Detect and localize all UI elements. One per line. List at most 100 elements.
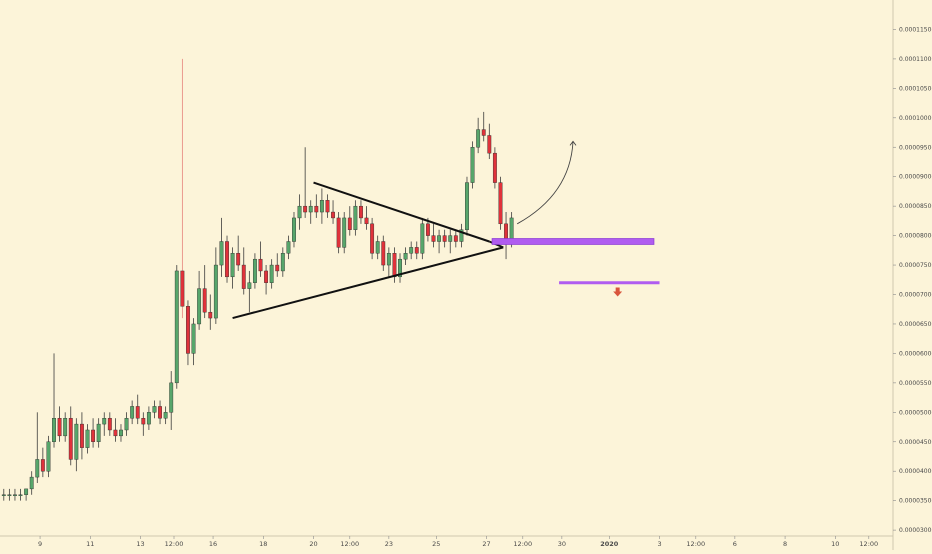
candle-body[interactable] bbox=[280, 253, 285, 272]
candle-body[interactable] bbox=[46, 441, 51, 472]
candle-body[interactable] bbox=[386, 253, 391, 266]
candle-body[interactable] bbox=[359, 205, 363, 219]
candle-body[interactable] bbox=[63, 417, 68, 437]
candle-body[interactable] bbox=[102, 417, 107, 425]
candle-body[interactable] bbox=[342, 217, 347, 248]
candle-body[interactable] bbox=[91, 429, 96, 442]
candle-body[interactable] bbox=[297, 205, 302, 219]
candle-body[interactable] bbox=[79, 423, 84, 448]
candle-body[interactable] bbox=[141, 417, 146, 425]
candle-body[interactable] bbox=[303, 205, 308, 213]
candle-body[interactable] bbox=[241, 264, 246, 289]
candle-body[interactable] bbox=[208, 311, 213, 319]
candle-body[interactable] bbox=[29, 476, 34, 490]
candle-body[interactable] bbox=[325, 200, 330, 213]
triangle-upper-trendline[interactable] bbox=[313, 181, 490, 243]
candle-body[interactable] bbox=[202, 288, 207, 313]
plot-area[interactable] bbox=[1, 58, 514, 501]
candle-body[interactable] bbox=[158, 406, 162, 419]
drawings-layer[interactable] bbox=[232, 140, 660, 320]
candle-body[interactable] bbox=[40, 459, 45, 472]
time-axis[interactable]: 9 11 13 12:00 16 18 20 12:00 23 25 27 12:00 30 2020 3 1… bbox=[0, 535, 893, 548]
candle-body[interactable] bbox=[35, 459, 40, 478]
candle-body[interactable] bbox=[219, 241, 224, 266]
candle-body[interactable] bbox=[146, 412, 151, 425]
candle-body[interactable] bbox=[163, 412, 168, 419]
candle-body[interactable] bbox=[364, 217, 369, 225]
candle-body[interactable] bbox=[191, 323, 196, 354]
candle-body[interactable] bbox=[230, 253, 235, 278]
candle-body[interactable] bbox=[431, 235, 436, 242]
candle-body[interactable] bbox=[470, 147, 475, 183]
candle-body[interactable] bbox=[420, 223, 425, 254]
candle-body[interactable] bbox=[18, 494, 23, 496]
candle-body[interactable] bbox=[96, 423, 101, 442]
candle-body[interactable] bbox=[57, 417, 62, 437]
candle-body[interactable] bbox=[347, 217, 352, 230]
candle-body[interactable] bbox=[152, 406, 157, 413]
candle-body[interactable] bbox=[442, 235, 447, 242]
candle-body[interactable] bbox=[487, 135, 492, 154]
candle-body[interactable] bbox=[85, 429, 90, 448]
candle-body[interactable] bbox=[398, 258, 402, 278]
candle-body[interactable] bbox=[119, 429, 123, 437]
candle-body[interactable] bbox=[425, 223, 430, 236]
candle-body[interactable] bbox=[286, 241, 291, 254]
candle-body[interactable] bbox=[319, 200, 324, 213]
candle-body[interactable] bbox=[437, 235, 442, 242]
candle-body[interactable] bbox=[107, 417, 112, 431]
candle-body[interactable] bbox=[492, 152, 497, 183]
candle-body[interactable] bbox=[197, 288, 202, 325]
candle-body[interactable] bbox=[459, 229, 464, 242]
candle-body[interactable] bbox=[269, 264, 274, 283]
candle-body[interactable] bbox=[135, 406, 140, 419]
candle-body[interactable] bbox=[414, 247, 419, 254]
candle-body[interactable] bbox=[1, 494, 6, 496]
candle-body[interactable] bbox=[481, 129, 486, 136]
candle-body[interactable] bbox=[52, 417, 56, 442]
candle-body[interactable] bbox=[353, 205, 358, 230]
candle-body[interactable] bbox=[314, 205, 319, 213]
candle-body[interactable] bbox=[74, 423, 79, 460]
candle-body[interactable] bbox=[174, 270, 179, 384]
candle-body[interactable] bbox=[124, 417, 129, 431]
candle-body[interactable] bbox=[476, 129, 481, 148]
candle-body[interactable] bbox=[453, 235, 458, 242]
candle-body[interactable] bbox=[448, 235, 453, 242]
candle-body[interactable] bbox=[252, 258, 257, 283]
candle-body[interactable] bbox=[275, 264, 280, 272]
candle-body[interactable] bbox=[24, 488, 29, 495]
candle-body[interactable] bbox=[381, 241, 386, 266]
candle-body[interactable] bbox=[13, 494, 17, 496]
candle-body[interactable] bbox=[130, 406, 135, 419]
candle-body[interactable] bbox=[236, 253, 241, 266]
candle-body[interactable] bbox=[498, 182, 503, 225]
candle-body[interactable] bbox=[180, 270, 185, 307]
candle-body[interactable] bbox=[113, 429, 118, 437]
candle-body[interactable] bbox=[336, 217, 341, 248]
candle-body[interactable] bbox=[375, 241, 380, 254]
candle-body[interactable] bbox=[186, 306, 190, 354]
candle-body[interactable] bbox=[7, 494, 12, 496]
candle-body[interactable] bbox=[169, 382, 174, 413]
candle-body[interactable] bbox=[409, 247, 414, 254]
candle-body[interactable] bbox=[509, 217, 514, 242]
candle-body[interactable] bbox=[213, 264, 218, 319]
price-axis[interactable]: 0.00003000 0.00003500 0.00004000 0.00004500… bbox=[892, 0, 932, 550]
candle-body[interactable] bbox=[392, 253, 397, 278]
candle-body[interactable] bbox=[403, 253, 408, 260]
candle-body[interactable] bbox=[68, 417, 73, 460]
candle-body[interactable] bbox=[308, 205, 313, 213]
candle-body[interactable] bbox=[370, 223, 375, 254]
candle-body[interactable] bbox=[331, 211, 335, 219]
breakout-zone[interactable] bbox=[491, 238, 655, 245]
projection-curve[interactable] bbox=[516, 141, 574, 225]
candle-body[interactable] bbox=[225, 241, 229, 278]
candle-body[interactable] bbox=[465, 182, 469, 230]
triangle-lower-trendline[interactable] bbox=[232, 246, 504, 320]
candle-body[interactable] bbox=[264, 270, 269, 283]
candle-body[interactable] bbox=[247, 282, 252, 289]
candle-body[interactable] bbox=[292, 217, 296, 242]
